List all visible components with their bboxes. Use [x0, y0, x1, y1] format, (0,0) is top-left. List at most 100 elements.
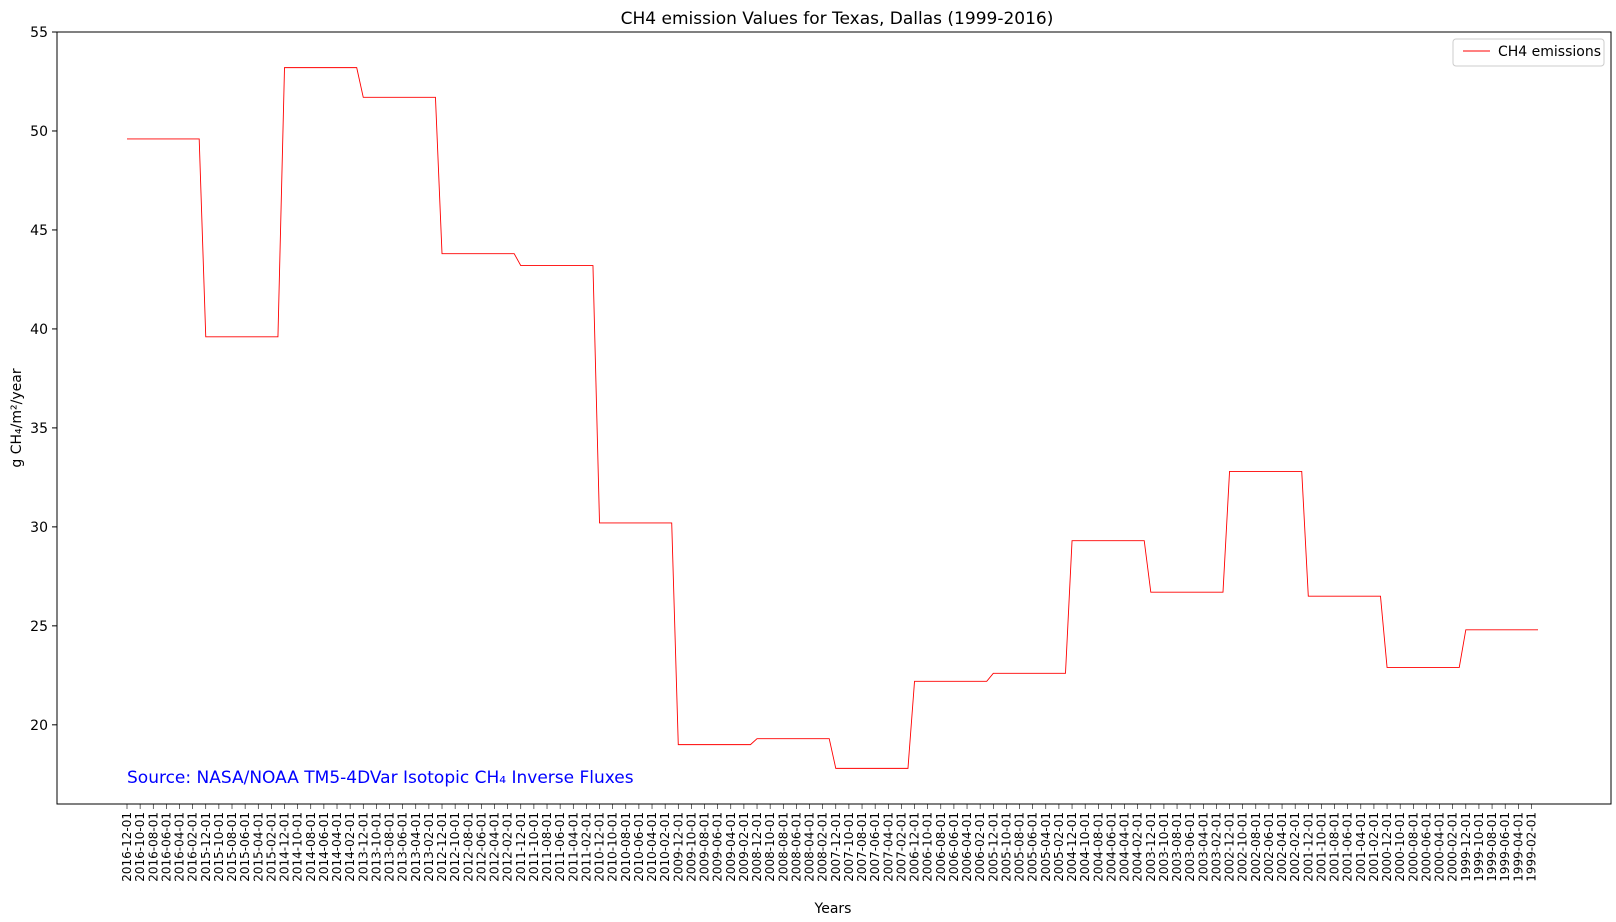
x-tick-label: 2015-12-01: [199, 812, 213, 882]
x-tick-label: 2005-04-01: [1039, 812, 1053, 882]
x-tick-label: 2006-10-01: [921, 812, 935, 882]
x-tick-label: 1999-12-01: [1459, 812, 1473, 882]
x-tick-label: 2008-02-01: [816, 812, 830, 882]
x-tick-label: 2001-10-01: [1314, 812, 1328, 882]
x-tick-label: 2009-12-01: [671, 812, 685, 882]
x-tick-label: 2013-08-01: [383, 812, 397, 882]
x-tick-label: 2008-08-01: [776, 812, 790, 882]
x-tick-label: 2006-06-01: [947, 812, 961, 882]
x-tick-label: 2006-12-01: [908, 812, 922, 882]
x-tick-label: 2014-12-01: [278, 812, 292, 882]
x-tick-label: 2010-10-01: [606, 812, 620, 882]
x-tick-label: 2016-06-01: [159, 812, 173, 882]
x-tick-label: 2014-02-01: [343, 812, 357, 882]
x-tick-label: 2014-10-01: [291, 812, 305, 882]
x-tick-label: 2010-02-01: [658, 812, 672, 882]
y-tick-label: 35: [30, 421, 48, 437]
x-tick-label: 2005-12-01: [986, 812, 1000, 882]
x-axis-title: Years: [814, 901, 852, 917]
x-tick-label: 2012-02-01: [501, 812, 515, 882]
x-tick-label: 2008-10-01: [763, 812, 777, 882]
x-tick-label: 2013-02-01: [422, 812, 436, 882]
x-tick-label: 2008-04-01: [803, 812, 817, 882]
x-tick-label: 2009-10-01: [684, 812, 698, 882]
x-tick-label: 2016-02-01: [186, 812, 200, 882]
x-tick-label: 2004-04-01: [1118, 812, 1132, 882]
y-tick-label: 55: [30, 25, 48, 41]
x-tick-label: 2012-08-01: [461, 812, 475, 882]
x-tick-label: 2013-06-01: [396, 812, 410, 882]
x-tick-label: 2003-04-01: [1196, 812, 1210, 882]
x-tick-label: 2008-12-01: [750, 812, 764, 882]
x-tick-label: 2001-08-01: [1328, 812, 1342, 882]
x-tick-label: 2002-04-01: [1275, 812, 1289, 882]
x-tick-label: 2000-02-01: [1446, 812, 1460, 882]
x-tick-label: 2007-06-01: [868, 812, 882, 882]
x-tick-label: 2005-02-01: [1052, 812, 1066, 882]
x-tick-label: 2014-06-01: [317, 812, 331, 882]
legend: CH4 emissions: [1452, 38, 1605, 67]
x-tick-label: 1999-06-01: [1498, 812, 1512, 882]
y-tick-label: 50: [30, 124, 48, 140]
x-tick-label: 2004-08-01: [1091, 812, 1105, 882]
x-tick-label: 2010-12-01: [593, 812, 607, 882]
y-tick-label: 45: [30, 223, 48, 239]
x-tick-label: 2002-02-01: [1288, 812, 1302, 882]
x-tick-label: 2000-08-01: [1406, 812, 1420, 882]
x-tick-label: 2011-02-01: [579, 812, 593, 882]
x-tick-label: 2004-10-01: [1078, 812, 1092, 882]
x-tick-label: 2003-12-01: [1144, 812, 1158, 882]
x-tick-label: 2011-06-01: [553, 812, 567, 882]
x-tick-label: 2000-10-01: [1393, 812, 1407, 882]
x-tick-label: 2002-06-01: [1262, 812, 1276, 882]
x-tick-label: 2004-06-01: [1104, 812, 1118, 882]
x-tick-label: 2001-04-01: [1354, 812, 1368, 882]
x-tick-label: 2010-08-01: [619, 812, 633, 882]
legend-box: [1452, 38, 1605, 67]
x-tick-label: 2007-08-01: [855, 812, 869, 882]
x-tick-label: 2007-10-01: [842, 812, 856, 882]
x-tick-label: 2001-12-01: [1301, 812, 1315, 882]
x-tick-label: 2003-02-01: [1209, 812, 1223, 882]
x-tick-label: 2011-12-01: [514, 812, 528, 882]
x-tick-label: 1999-08-01: [1485, 812, 1499, 882]
y-tick-label: 20: [30, 718, 48, 734]
x-tick-label: 2006-08-01: [934, 812, 948, 882]
y-axis-title: g CH₄/m²/year: [9, 368, 25, 467]
x-tick-label: 2002-08-01: [1249, 812, 1263, 882]
x-tick-label: 2015-02-01: [264, 812, 278, 882]
x-tick-label: 2015-10-01: [212, 812, 226, 882]
x-tick-label: 2013-04-01: [409, 812, 423, 882]
x-tick-label: 2007-02-01: [894, 812, 908, 882]
x-tick-label: 2010-04-01: [645, 812, 659, 882]
x-tick-label: 2005-10-01: [999, 812, 1013, 882]
x-tick-label: 2013-12-01: [356, 812, 370, 882]
x-tick-label: 2003-10-01: [1157, 812, 1171, 882]
x-tick-label: 2003-08-01: [1170, 812, 1184, 882]
source-annotation: Source: NASA/NOAA TM5-4DVar Isotopic CH₄…: [127, 768, 634, 788]
y-tick-label: 30: [30, 520, 48, 536]
x-tick-label: 2001-02-01: [1367, 812, 1381, 882]
x-tick-label: 2016-10-01: [133, 812, 147, 882]
x-tick-label: 2016-04-01: [173, 812, 187, 882]
x-tick-label: 2006-02-01: [973, 812, 987, 882]
x-tick-label: 1999-02-01: [1524, 812, 1538, 882]
series-line-ch4-emissions: [127, 67, 1538, 769]
x-tick-label: 2005-06-01: [1026, 812, 1040, 882]
x-tick-label: 2009-04-01: [724, 812, 738, 882]
x-tick-label: 2011-10-01: [527, 812, 541, 882]
x-tick-label: 2002-10-01: [1236, 812, 1250, 882]
x-tick-label: 2010-06-01: [632, 812, 646, 882]
x-tick-label: 2000-06-01: [1419, 812, 1433, 882]
y-axis: 20 25 30 35 40 45 50 55: [30, 25, 57, 734]
x-tick-label: 2012-10-01: [448, 812, 462, 882]
x-tick-label: 2007-04-01: [881, 812, 895, 882]
x-tick-label: 2012-06-01: [474, 812, 488, 882]
plot-area-frame: [56, 31, 1612, 805]
x-tick-label: 2014-08-01: [304, 812, 318, 882]
x-tick-label: 2013-10-01: [369, 812, 383, 882]
x-tick-label: 2014-04-01: [330, 812, 344, 882]
x-tick-label: 2009-06-01: [711, 812, 725, 882]
x-tick-label: 2012-12-01: [435, 812, 449, 882]
y-tick-label: 40: [30, 322, 48, 338]
